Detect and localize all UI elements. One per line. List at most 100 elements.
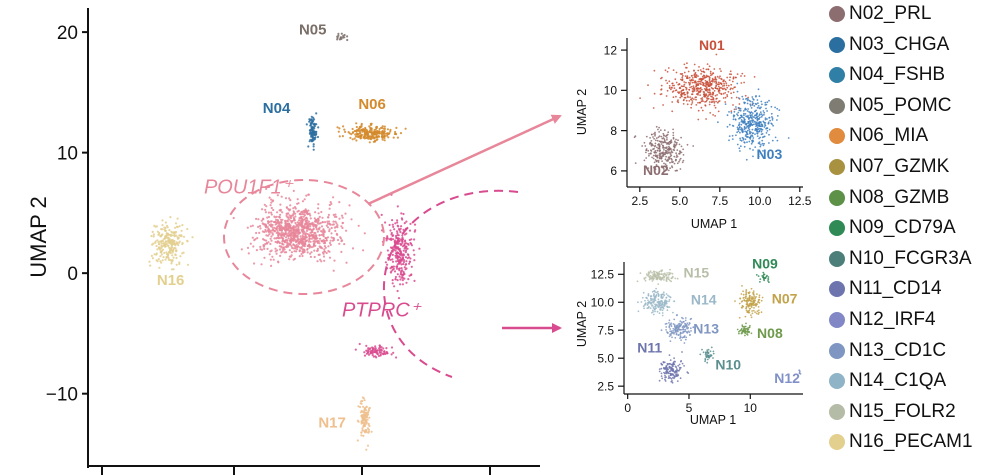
data-point [740,119,743,121]
data-point [360,125,363,128]
data-point [293,228,296,231]
data-point [692,79,695,82]
data-point [666,331,668,333]
data-point [271,229,274,232]
data-point [663,301,666,304]
data-point [664,299,667,302]
data-point [318,228,321,231]
data-point [680,360,682,363]
data-point [370,127,373,131]
data-point [668,80,671,83]
data-point [280,229,284,232]
data-point [161,224,164,227]
data-point [286,244,289,247]
data-point [752,292,754,294]
data-point [382,130,385,133]
data-point [668,85,671,87]
data-point [764,118,767,121]
data-point [302,248,305,251]
data-point [679,333,681,335]
data-point [690,85,693,88]
data-point [272,220,276,224]
data-point [289,216,293,220]
data-point [672,137,675,140]
data-point [323,248,326,251]
data-point [383,125,386,128]
cluster-label-n09: N09 [752,256,778,272]
data-point [658,143,660,145]
data-point [752,309,755,312]
data-point [403,247,406,250]
data-point [634,162,637,165]
data-point [639,272,642,275]
data-point [737,127,740,130]
data-point [726,94,728,96]
data-point [745,327,748,330]
data-point [390,231,393,235]
data-point [722,80,725,83]
data-point [393,132,396,136]
data-point [374,347,377,350]
data-point [768,142,770,144]
data-point [682,88,685,91]
data-point [709,112,712,114]
data-point [725,82,728,85]
data-point [659,155,662,158]
data-point [658,147,661,150]
data-point [255,249,258,252]
data-point [679,377,682,380]
data-point [704,358,707,361]
data-point [158,243,161,246]
data-point [689,96,691,99]
data-point [739,137,741,140]
data-point [754,110,756,113]
data-point [308,234,311,237]
data-point [751,141,754,144]
data-point [676,375,678,378]
data-point [375,126,378,129]
cluster-n01 [639,53,756,121]
legend-swatch [829,189,845,206]
data-point [304,220,307,223]
data-point [288,197,291,200]
data-point [697,101,699,104]
data-point [153,253,156,256]
data-point [171,234,174,237]
data-point [401,238,404,241]
cluster-label-n06: N06 [358,96,386,113]
data-point [658,301,661,304]
data-point [669,359,672,361]
data-point [670,380,673,383]
data-point [276,236,279,239]
data-point [675,138,677,141]
data-point [163,251,166,255]
data-point [678,159,681,161]
data-point [320,260,323,263]
data-point [401,274,404,277]
data-point [661,314,664,317]
data-point [696,89,699,91]
data-point [164,229,167,232]
data-point [408,229,412,232]
data-point [676,149,679,152]
data-point [302,215,305,218]
data-point [652,154,655,157]
data-point [283,241,287,244]
y-tick-label: 10 [604,84,618,98]
data-point [383,139,386,142]
data-point [165,251,168,254]
data-point [305,229,309,232]
data-point [668,298,671,301]
data-point [671,151,674,154]
data-point [712,114,714,116]
data-point [394,275,397,279]
data-point [654,275,657,277]
data-point [319,246,322,249]
data-point [669,340,672,342]
data-point [743,331,746,334]
data-point [686,75,689,78]
data-point [759,113,761,116]
inset-top-points-layer [633,53,790,172]
data-point [157,240,160,244]
